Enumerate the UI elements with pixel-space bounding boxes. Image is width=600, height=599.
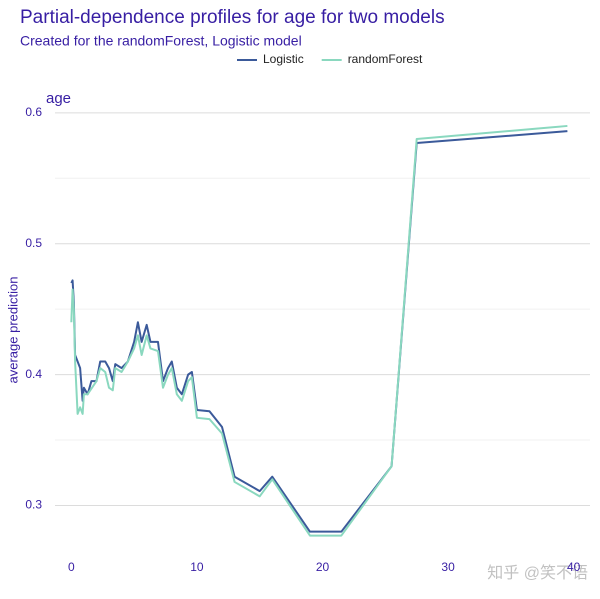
chart-title: Partial-dependence profiles for age for … (20, 7, 445, 28)
y-tick-label: 0.6 (25, 105, 42, 119)
legend-label: Logistic (263, 52, 304, 66)
y-tick-label: 0.5 (25, 236, 42, 250)
line-randomforest (70, 124, 568, 537)
y-axis-label: average prediction (5, 277, 20, 384)
chart-subtitle: Created for the randomForest, Logistic m… (20, 33, 302, 49)
x-tick-label: 20 (316, 560, 330, 574)
x-tick-label: 0 (68, 560, 75, 574)
x-tick-label: 30 (441, 560, 455, 574)
y-tick-label: 0.4 (25, 367, 42, 381)
facet-label: age (46, 90, 71, 107)
y-tick-label: 0.3 (25, 498, 42, 512)
watermark: 知乎 @笑不语 (487, 564, 588, 582)
x-tick-label: 40 (567, 560, 581, 574)
line-logistic (70, 130, 568, 533)
x-tick-label: 10 (190, 560, 204, 574)
legend-label: randomForest (348, 52, 423, 66)
